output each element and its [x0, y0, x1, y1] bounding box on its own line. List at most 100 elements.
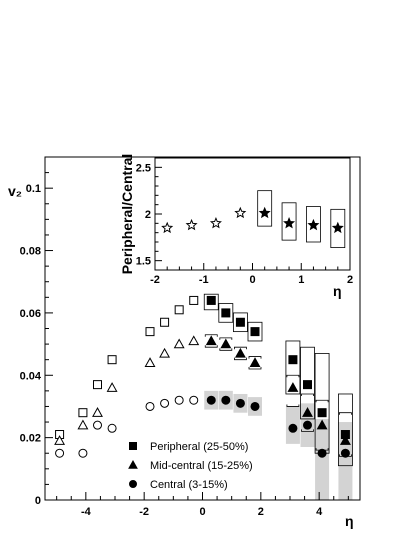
circle-open-point	[107, 423, 117, 433]
triangle-open-point	[159, 347, 171, 358]
triangle-open-point	[106, 382, 118, 392]
inset-x-tick-label: 2	[347, 274, 353, 286]
peripheral-systematic-box	[233, 312, 248, 333]
legend-entry-label: Peripheral (25-50%)	[150, 441, 248, 453]
peripheral-systematic-box	[300, 346, 315, 420]
ratio-open-star	[234, 206, 247, 219]
inset-x-tick-label: -2	[150, 274, 160, 286]
y-tick-label: 0.06	[20, 308, 41, 320]
inset-y-tick-label: 2.5	[136, 162, 151, 174]
square-open-point	[93, 380, 102, 390]
circle-filled-point	[288, 423, 298, 433]
peripheral-systematic-box	[203, 293, 219, 311]
circle-filled-point	[221, 395, 231, 405]
circle-filled-point	[206, 395, 216, 405]
circle-open-point	[145, 401, 155, 411]
square-open-point	[78, 408, 88, 418]
x-tick-label: 0	[199, 506, 205, 518]
ratio-open-star	[209, 217, 222, 229]
triangle-open-point	[54, 435, 66, 445]
triangle-open-point	[92, 407, 103, 417]
peripheral-systematic-box	[247, 321, 263, 342]
circle-filled-point	[303, 420, 312, 430]
legend-triangle-marker	[128, 459, 138, 469]
legend-entry-label: Central (3-15%)	[150, 479, 228, 491]
ratio-systematic-box	[306, 206, 321, 243]
inset-y-tick-label: 1.5	[136, 256, 151, 268]
midcentral-systematic-bracket	[301, 393, 314, 432]
ratio-filled-star	[283, 217, 296, 229]
circle-filled-point	[250, 401, 260, 411]
y-tick-label: 0.04	[20, 370, 42, 382]
midcentral-systematic-bracket	[286, 374, 300, 407]
circle-filled-point	[235, 398, 245, 408]
circle-open-point	[93, 420, 102, 430]
square-filled-point	[250, 327, 260, 337]
triangle-filled-point	[234, 347, 246, 358]
inset-x-tick-label: 0	[249, 274, 255, 286]
ratio-systematic-box	[281, 202, 297, 241]
peripheral-systematic-box	[338, 393, 353, 467]
ratio-systematic-box	[330, 208, 346, 248]
triangle-filled-point	[205, 335, 217, 346]
inset-frame	[154, 157, 351, 271]
triangle-filled-point	[302, 407, 313, 417]
square-open-point	[189, 295, 199, 305]
ratio-filled-star	[307, 218, 320, 231]
square-filled-point	[317, 408, 327, 418]
square-filled-point	[221, 308, 231, 318]
x-axis-title: η	[345, 513, 354, 529]
central-systematic-band	[315, 418, 330, 500]
y-axis-title: v₂	[8, 183, 22, 199]
x-tick-label: 2	[258, 506, 264, 518]
square-open-point	[107, 355, 117, 365]
x-tick-label: 4	[316, 506, 323, 518]
square-filled-point	[235, 317, 245, 327]
square-open-point	[160, 317, 170, 327]
triangle-open-point	[188, 335, 200, 346]
midcentral-systematic-bracket	[234, 346, 247, 361]
triangle-open-point	[144, 357, 156, 367]
midcentral-systematic-bracket	[248, 356, 262, 370]
square-filled-point	[303, 380, 312, 390]
y-tick-label: 0.1	[26, 183, 41, 195]
circle-filled-point	[317, 448, 327, 458]
square-filled-point	[288, 355, 298, 365]
ratio-filled-star	[331, 221, 344, 234]
triangle-open-point	[77, 419, 89, 430]
square-filled-point	[206, 295, 216, 305]
triangle-filled-point	[287, 382, 299, 392]
inset-y-tick-label: 2	[145, 209, 151, 221]
y-tick-label: 0.02	[20, 433, 41, 445]
x-tick-label: -4	[81, 506, 92, 518]
midcentral-systematic-bracket	[219, 337, 233, 351]
triangle-filled-point	[339, 435, 351, 445]
ratio-open-star	[185, 218, 198, 231]
main-plot: -4 -2 0 2 4 0 0.02 0.04 0.06 0.08 0.1 v₂ η Peripheral…	[8, 156, 361, 529]
peripheral-systematic-box	[218, 303, 234, 323]
circle-filled-point	[340, 448, 350, 458]
circle-open-point	[189, 395, 199, 405]
legend-circle-marker	[129, 480, 137, 488]
ratio-open-star	[161, 221, 174, 234]
midcentral-systematic-bracket	[204, 334, 218, 348]
triangle-filled-point	[316, 419, 328, 430]
legend-square-marker	[129, 442, 137, 450]
inset-x-tick-label: 1	[298, 274, 304, 286]
circle-open-point	[160, 398, 170, 408]
ratio-filled-star	[258, 206, 271, 219]
square-open-point	[174, 305, 184, 315]
triangle-filled-point	[249, 357, 261, 367]
square-open-point	[145, 327, 155, 337]
legend-entry-label: Mid-central (15-25%)	[150, 460, 253, 472]
ratio-systematic-box	[257, 190, 273, 227]
inset-x-axis-title: η	[333, 283, 342, 299]
triangle-open-point	[173, 338, 185, 349]
circle-open-point	[55, 448, 65, 458]
inset-x-tick-label: -1	[199, 274, 209, 286]
y-tick-label: 0	[35, 495, 41, 507]
y-tick-label: 0.08	[20, 246, 41, 258]
circle-open-point	[78, 448, 88, 458]
